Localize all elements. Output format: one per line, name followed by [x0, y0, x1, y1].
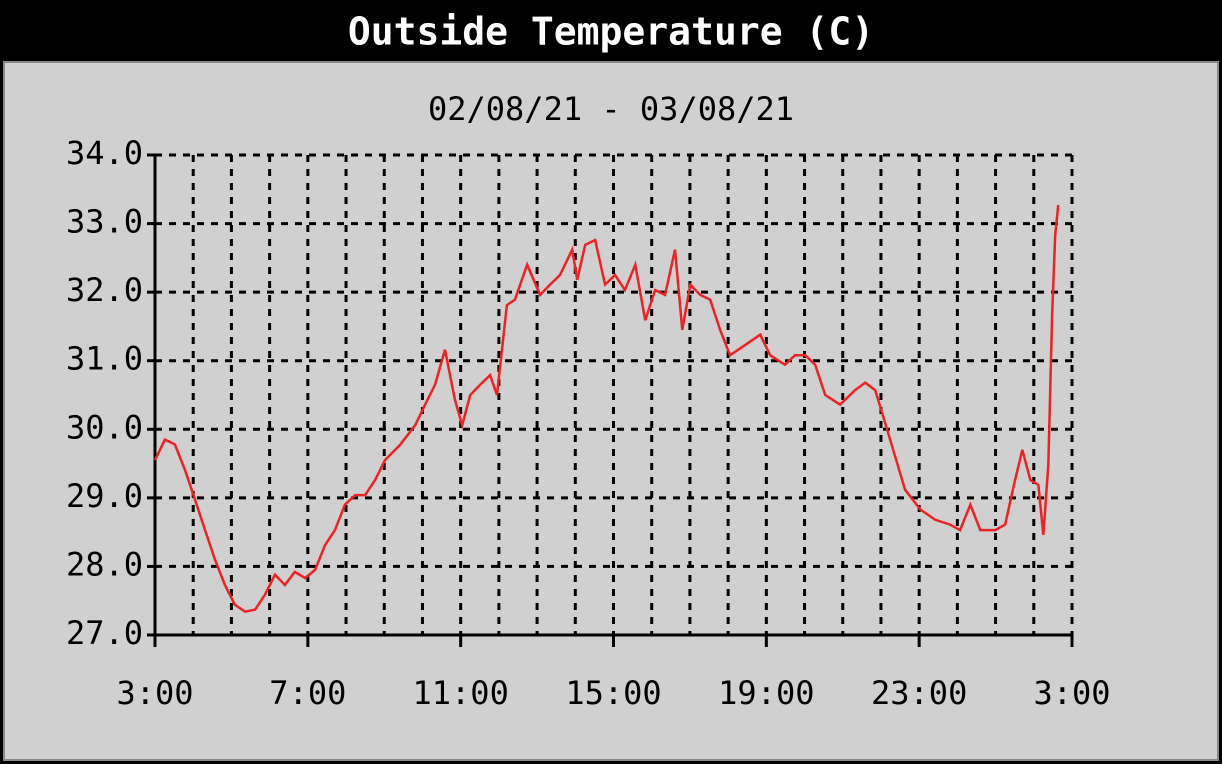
x-tick-label: 23:00: [871, 674, 967, 712]
panel: [3, 61, 1219, 761]
y-tick-label: 27.0: [66, 614, 143, 652]
x-tick-label: 3:00: [1033, 674, 1110, 712]
x-tick-label: 19:00: [718, 674, 814, 712]
y-tick-label: 34.0: [66, 134, 143, 172]
y-tick-label: 29.0: [66, 477, 143, 515]
y-tick-label: 30.0: [66, 408, 143, 446]
series-line: [153, 204, 1060, 614]
x-tick-label: 7:00: [269, 674, 346, 712]
y-tick-label: 28.0: [66, 545, 143, 583]
y-tick-label: 33.0: [66, 203, 143, 241]
y-tick-label: 32.0: [66, 271, 143, 309]
chart-title: Outside Temperature (C): [348, 10, 874, 54]
x-tick-label: 11:00: [413, 674, 509, 712]
chart-subtitle: 02/08/21 - 03/08/21: [428, 90, 794, 128]
y-tick-label: 31.0: [66, 340, 143, 378]
x-tick-label: 3:00: [116, 674, 193, 712]
x-tick-label: 15:00: [565, 674, 661, 712]
